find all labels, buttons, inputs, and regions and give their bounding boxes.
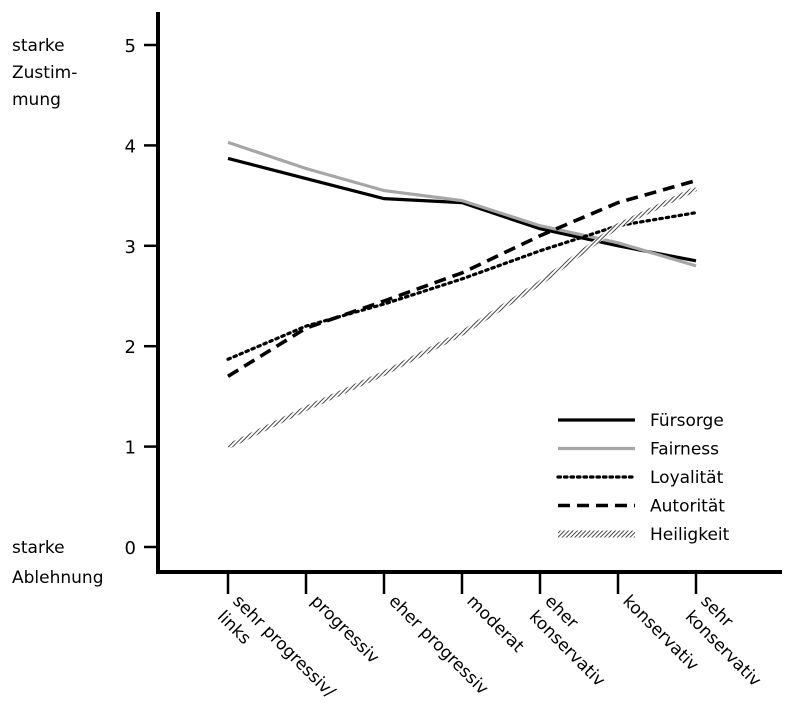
- legend-label-1: Fairness: [650, 440, 719, 460]
- series-line-0: [227, 156, 697, 263]
- y-bottom-label-line-1: Ablehnung: [12, 568, 104, 588]
- x-tick-label-3: moderat: [462, 591, 527, 656]
- series-line-2: [226, 211, 698, 361]
- x-tick-label-1: progressiv: [306, 591, 382, 667]
- y-tick-label-0: 0: [125, 538, 136, 559]
- legend-label-2: Loyalität: [650, 468, 724, 488]
- y-tick-label-2: 2: [125, 337, 136, 358]
- legend: Fürsorge Fairness Loyalität Autorität Heilig…: [556, 411, 730, 545]
- y-top-label-line-0: starke: [12, 36, 65, 56]
- series-3-point-6: [696, 180, 697, 181]
- y-tick-label-3: 3: [125, 237, 136, 258]
- series-layer: [226, 140, 698, 449]
- series-line-3: [227, 178, 697, 378]
- x-tick-label-5: konservativ: [618, 591, 702, 675]
- y-tick-label-5: 5: [125, 36, 136, 57]
- legend-label-3: Autorität: [650, 497, 725, 517]
- legend-label-0: Fürsorge: [650, 411, 724, 431]
- y-top-label-line-2: mung: [12, 90, 61, 110]
- y-top-label-line-1: Zustim-: [12, 63, 77, 83]
- x-tick-label-3-line-0: moderat: [462, 591, 527, 656]
- series-line-1: [227, 140, 697, 268]
- y-tick-label-1: 1: [125, 438, 136, 459]
- axes: 0 1 2 3 4 5: [125, 12, 782, 594]
- y-bottom-label-line-0: starke: [12, 538, 65, 558]
- legend-label-4: Heiligkeit: [650, 525, 730, 545]
- x-tick-label-5-line-0: konservativ: [618, 591, 702, 675]
- series-line-4: [226, 186, 698, 449]
- x-tick-label-1-line-0: progressiv: [306, 591, 382, 667]
- y-tick-label-4: 4: [125, 136, 136, 157]
